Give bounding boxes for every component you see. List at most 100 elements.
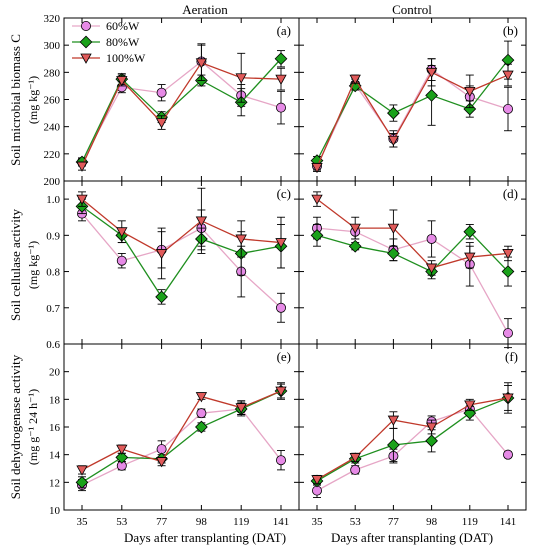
panel-c-series-line-80pctW — [81, 205, 282, 299]
ylabel-row-2-line-1: Soil dehydrogenase activity — [8, 354, 23, 499]
panel-b-point-80pctW — [387, 106, 400, 120]
panel-c-point-80pctW — [155, 290, 168, 304]
panel-b-point-100pctW — [387, 135, 400, 147]
panel-d-point-80pctW — [310, 228, 324, 242]
panel-a-ytick-label: 220 — [44, 149, 61, 161]
panel-f-series-line-60pctW — [316, 408, 509, 492]
panel-d-series-line-100pctW — [316, 198, 509, 269]
panel-c-point-100pctW — [275, 238, 287, 249]
panel-a-ytick-label: 300 — [44, 40, 61, 52]
panel-e-point-100pctW — [235, 403, 247, 414]
panel-b-series-line-80pctW — [316, 59, 509, 161]
panel-a-ytick-label: 200 — [44, 176, 61, 188]
panel-e-ytick-label: 14 — [49, 450, 61, 462]
panel-c-ytick-label: 1.0 — [46, 194, 60, 206]
panel-f-xtick-label: 98 — [426, 516, 438, 528]
panel-c-point-100pctW — [195, 216, 208, 227]
panel-c-point-60pctW — [116, 255, 127, 266]
panel-b-frame — [298, 17, 527, 182]
panel-c-frame — [63, 180, 300, 345]
panel-d-point-100pctW — [502, 249, 514, 260]
panel-c-ytick-label: 0.7 — [46, 303, 60, 315]
panel-a-letter: (a) — [277, 23, 291, 38]
panel-a-ytick-label: 260 — [44, 95, 61, 107]
panel-d-series-line-80pctW — [316, 230, 509, 273]
panel-c-point-100pctW — [235, 234, 247, 245]
column-title-control: Control — [392, 2, 432, 17]
plot-area: (a) 200 220 240 260 280 300 320 (b) (c) 0.6 0.7 0.8 0… — [44, 13, 527, 528]
panel-c-series-line-60pctW — [81, 213, 282, 309]
ylabel-row-2-line-2: (mg g⁻¹ 24 h⁻¹) — [26, 389, 40, 465]
panel-a-point-100pctW — [235, 73, 247, 84]
panel-f-point-100pctW — [464, 400, 476, 411]
panel-a-point-100pctW — [195, 58, 208, 69]
panel-d-point-100pctW — [464, 252, 476, 263]
panel-a-point-100pctW — [275, 74, 287, 85]
panel-a-series-line-100pctW — [81, 62, 282, 167]
panel-f-xtick-label: 77 — [388, 516, 400, 528]
panel-b-point-60pctW — [502, 104, 513, 115]
panel-e-ytick-label: 20 — [49, 367, 61, 379]
panel-c-ytick-label: 0.6 — [46, 339, 60, 351]
panel-e-xtick-label: 98 — [196, 516, 208, 528]
xlabel-control: Days after transplanting (DAT) — [331, 530, 493, 545]
panel-e-xtick-label: 141 — [273, 516, 290, 528]
ylabel-row-1-line-2: (mg kg⁻¹) — [26, 241, 40, 289]
panel-d-point-100pctW — [387, 223, 400, 234]
panel-a-ytick-label: 280 — [44, 67, 61, 79]
panel-e-point-100pctW — [195, 392, 208, 403]
panel-f-frame — [298, 343, 527, 511]
panel-f-series-line-100pctW — [316, 397, 509, 481]
legend-label-1: 80%W — [106, 35, 140, 49]
panel-e-series-line-100pctW — [81, 390, 282, 471]
panel-d-point-80pctW — [387, 247, 400, 260]
panel-e-point-100pctW — [76, 465, 88, 476]
panel-f-point-80pctW — [425, 434, 438, 448]
panel-e-point-100pctW — [116, 444, 128, 455]
panel-a-ytick-label: 320 — [44, 13, 61, 25]
panel-a-point-100pctW — [116, 76, 128, 87]
panel-a-point-80pctW — [274, 52, 288, 66]
panel-b-point-100pctW — [464, 86, 476, 98]
panel-f-point-60pctW — [311, 485, 322, 496]
panel-e-ytick-label: 12 — [49, 477, 60, 489]
panel-f-point-100pctW — [425, 422, 438, 433]
panel-b-letter: (b) — [503, 23, 518, 38]
legend-label-0: 60%W — [106, 19, 140, 33]
panel-e-point-80pctW — [115, 451, 129, 464]
panel-f-point-100pctW — [387, 415, 400, 426]
panel-a-series-line-60pctW — [81, 60, 282, 163]
panel-f-point-100pctW — [502, 393, 514, 404]
panel-f-point-60pctW — [350, 464, 361, 475]
panel-b-point-80pctW — [463, 102, 477, 116]
legend: 60%W 80%W 100%W — [72, 19, 146, 65]
panel-c-letter: (c) — [277, 186, 291, 201]
panel-a-point-100pctW — [155, 118, 168, 129]
panel-a-point-60pctW — [275, 102, 286, 113]
panel-d-series-line-60pctW — [316, 227, 509, 334]
legend-label-2: 100%W — [106, 51, 146, 65]
panel-e-series-line-60pctW — [81, 408, 282, 486]
panel-b-point-100pctW — [425, 67, 438, 79]
panel-e-ytick-label: 10 — [49, 505, 61, 517]
xlabel-aeration: Days after transplanting (DAT) — [124, 530, 286, 545]
panel-e-letter: (e) — [277, 349, 291, 364]
panel-c-ytick-label: 0.9 — [46, 230, 60, 242]
panel-e-xtick-label: 35 — [77, 516, 89, 528]
panel-e-point-60pctW — [156, 444, 167, 455]
panel-b-point-100pctW — [311, 163, 323, 174]
panel-c-point-100pctW — [155, 249, 168, 260]
panel-c-point-60pctW — [275, 302, 286, 313]
panel-c-series-line-100pctW — [81, 198, 282, 255]
panel-d-point-100pctW — [311, 194, 323, 205]
panel-f-point-100pctW — [311, 475, 323, 486]
panel-b-point-100pctW — [349, 74, 361, 85]
ylabel-row-1-line-1: Soil cellulase activity — [8, 209, 23, 321]
panel-e-frame — [63, 343, 300, 511]
panel-e-point-80pctW — [195, 420, 208, 434]
panel-f-series-line-80pctW — [316, 397, 509, 482]
panel-e-xtick-label: 77 — [156, 516, 168, 528]
panel-f-xtick-label: 119 — [462, 516, 479, 528]
panel-e-xtick-label: 53 — [116, 516, 128, 528]
